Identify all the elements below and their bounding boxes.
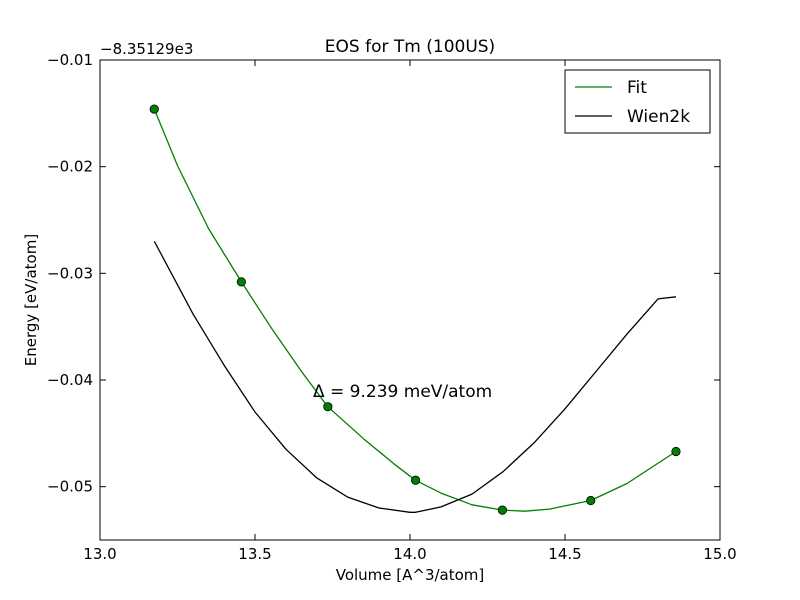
x-tick-label: 15.0 (703, 545, 736, 563)
legend-fit-label: Fit (627, 78, 647, 98)
wien2k-series-line (153, 240, 677, 513)
y-tick-label: −0.02 (47, 158, 93, 176)
legend-box (564, 69, 711, 134)
fit-data-point (497, 505, 507, 515)
x-axis-label: Volume [A^3/atom] (336, 566, 485, 584)
fit-data-point (149, 104, 159, 114)
y-offset-label: −8.35129e3 (100, 40, 193, 58)
legend-wien2k-label: Wien2k (627, 107, 690, 127)
fit-data-point (236, 277, 246, 287)
y-tick-label: −0.04 (47, 371, 93, 389)
fit-data-point (671, 446, 681, 457)
y-tick-label: −0.01 (47, 51, 93, 69)
fit-series-line (153, 108, 677, 512)
y-axis-label: Energy [eV/atom] (22, 234, 40, 366)
x-tick-label: 14.5 (548, 545, 581, 563)
plot-layer (149, 104, 681, 515)
y-tick-label: −0.05 (47, 478, 93, 496)
x-tick-label: 13.0 (83, 545, 116, 563)
x-tick-label: 13.5 (238, 545, 271, 563)
y-tick-label: −0.03 (47, 264, 93, 282)
fit-data-point (410, 475, 421, 485)
tick-layer: 13.0 13.5 14.0 14.5 15.0 −0.01 −0.02 −0.03 −0.04… (47, 51, 737, 563)
x-tick-label: 14.0 (393, 545, 426, 563)
delta-annotation: Δ = 9.239 meV/atom (313, 382, 492, 402)
fit-data-point (323, 402, 333, 412)
axes-frame (99, 59, 721, 541)
fit-data-point (586, 495, 596, 506)
chart-title: EOS for Tm (100US) (325, 37, 495, 57)
legend: Fit Wien2k (564, 69, 711, 134)
